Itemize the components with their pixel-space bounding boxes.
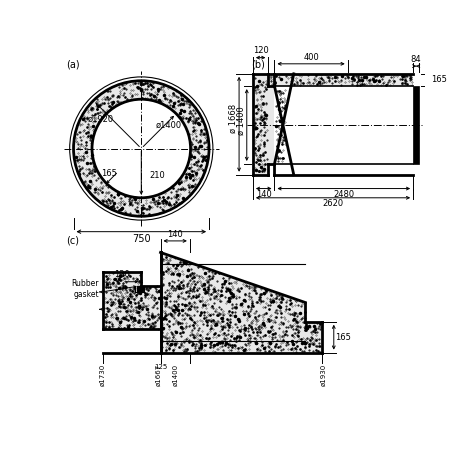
Text: ø1400: ø1400 [156,121,182,130]
Text: 120: 120 [114,270,130,279]
Text: ø1920: ø1920 [87,115,114,124]
Text: 2480: 2480 [333,190,355,199]
Text: ø1400: ø1400 [172,364,178,386]
Polygon shape [253,74,274,175]
Text: 165: 165 [431,75,447,84]
Bar [137,286,143,292]
Polygon shape [103,272,161,329]
Text: ø 1400: ø 1400 [236,106,245,135]
Text: ø1667: ø1667 [156,364,162,386]
Text: 140: 140 [256,190,272,199]
Text: ø 1668: ø 1668 [228,103,237,133]
Text: 2620: 2620 [322,200,344,209]
Text: ø1930: ø1930 [321,364,327,386]
Polygon shape [413,86,419,164]
Text: 750: 750 [132,234,151,244]
Text: 165: 165 [335,333,351,342]
Text: (c): (c) [66,236,80,246]
Text: 120: 120 [253,46,268,55]
Text: 125: 125 [154,364,167,370]
Text: 140: 140 [167,229,183,238]
Text: Rubber
gasket: Rubber gasket [72,279,99,299]
Text: 210: 210 [149,171,165,180]
Text: (b): (b) [251,60,265,70]
Text: 400: 400 [303,53,319,62]
Polygon shape [268,74,413,86]
Text: ø1730: ø1730 [100,364,106,386]
Polygon shape [161,253,322,353]
Text: 84: 84 [411,55,421,64]
Text: (a): (a) [66,60,80,70]
Text: 165: 165 [101,169,117,178]
